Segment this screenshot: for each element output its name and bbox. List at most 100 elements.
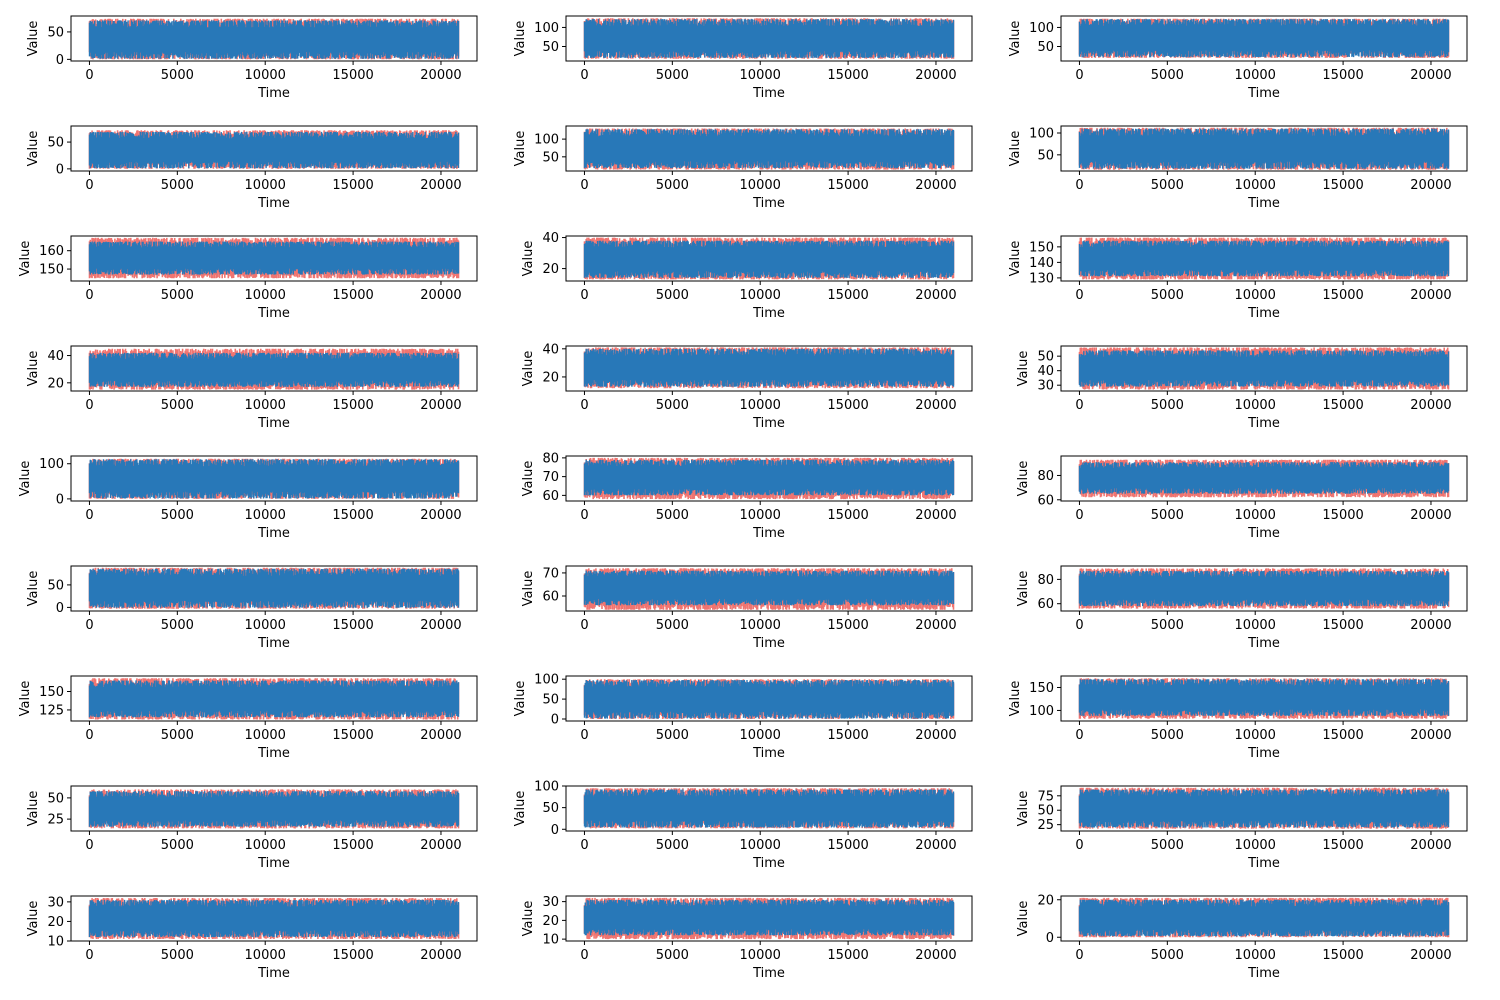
y-tick-label: 25 bbox=[1037, 818, 1054, 833]
x-tick-label: 15000 bbox=[332, 508, 373, 523]
x-tick-label: 5000 bbox=[1151, 288, 1184, 303]
y-axis-label: Value bbox=[521, 901, 536, 937]
x-axis-label: Time bbox=[1247, 306, 1280, 321]
axes-frame bbox=[70, 785, 478, 832]
x-tick-label: 5000 bbox=[1151, 178, 1184, 193]
series-generated-line bbox=[583, 129, 955, 169]
x-axis-label: Time bbox=[752, 86, 785, 101]
x-tick-label: 20000 bbox=[420, 838, 461, 853]
x-tick-label: 10000 bbox=[245, 838, 286, 853]
x-tick-label: 10000 bbox=[1235, 618, 1276, 633]
x-tick-label: 10000 bbox=[1235, 728, 1276, 743]
x-axis-label: Time bbox=[752, 856, 785, 871]
y-axis-label: Value bbox=[521, 461, 536, 497]
subplot-1: 0 5000 10000 15000 20000 0 50 Time Value bbox=[26, 15, 478, 101]
y-tick-label: 0 bbox=[56, 601, 64, 616]
y-tick-label: 20 bbox=[1037, 893, 1054, 908]
y-tick-label: 100 bbox=[1029, 704, 1054, 719]
x-tick-label: 0 bbox=[85, 508, 93, 523]
x-tick-label: 0 bbox=[85, 948, 93, 963]
y-axis-label: Value bbox=[521, 241, 536, 277]
plot-area bbox=[1078, 678, 1450, 719]
axes-frame bbox=[1060, 785, 1468, 832]
x-tick-label: 5000 bbox=[161, 398, 194, 413]
x-axis-label: Time bbox=[1247, 746, 1280, 761]
x-tick-label: 20000 bbox=[1410, 68, 1451, 83]
x-tick-label: 0 bbox=[1075, 618, 1083, 633]
x-tick-label: 15000 bbox=[827, 508, 868, 523]
x-tick-label: 15000 bbox=[332, 68, 373, 83]
plot-area bbox=[88, 567, 460, 609]
x-tick-label: 20000 bbox=[420, 728, 461, 743]
x-tick-label: 15000 bbox=[332, 288, 373, 303]
y-axis-label: Value bbox=[513, 681, 528, 717]
x-tick-label: 15000 bbox=[332, 178, 373, 193]
x-tick-label: 10000 bbox=[245, 948, 286, 963]
x-tick-label: 5000 bbox=[1151, 728, 1184, 743]
x-axis-label: Time bbox=[1247, 86, 1280, 101]
x-tick-label: 20000 bbox=[420, 508, 461, 523]
subplot-15: 0 5000 10000 15000 20000 60 80 Time Value bbox=[1016, 455, 1468, 541]
x-axis-label: Time bbox=[1247, 856, 1280, 871]
x-tick-label: 20000 bbox=[915, 728, 956, 743]
y-axis-label: Value bbox=[18, 241, 33, 277]
x-tick-label: 5000 bbox=[656, 288, 689, 303]
y-axis-label: Value bbox=[26, 791, 41, 827]
x-tick-label: 5000 bbox=[161, 838, 194, 853]
x-tick-label: 0 bbox=[580, 948, 588, 963]
subplot-13: 0 5000 10000 15000 20000 0 100 Time Value bbox=[18, 455, 478, 541]
x-tick-label: 0 bbox=[1075, 728, 1083, 743]
x-axis-label: Time bbox=[752, 196, 785, 211]
x-tick-label: 10000 bbox=[1235, 838, 1276, 853]
subplot-18: 0 5000 10000 15000 20000 60 80 Time Value bbox=[1016, 565, 1468, 651]
x-tick-label: 0 bbox=[580, 508, 588, 523]
x-tick-label: 5000 bbox=[656, 398, 689, 413]
y-tick-label: 75 bbox=[1037, 789, 1054, 804]
x-axis-label: Time bbox=[1247, 416, 1280, 431]
axes-frame bbox=[565, 235, 973, 282]
x-tick-label: 15000 bbox=[827, 398, 868, 413]
y-tick-label: 10 bbox=[47, 935, 64, 950]
y-tick-label: 0 bbox=[1046, 931, 1054, 946]
series-generated-line bbox=[88, 459, 460, 499]
y-tick-label: 70 bbox=[542, 566, 559, 581]
plot-area bbox=[1078, 237, 1450, 280]
plot-area bbox=[583, 128, 955, 170]
plot-area bbox=[88, 237, 460, 279]
y-tick-label: 100 bbox=[534, 780, 559, 795]
subplot-22: 0 5000 10000 15000 20000 25 50 Time Value bbox=[26, 785, 478, 871]
y-tick-label: 0 bbox=[56, 492, 64, 507]
x-tick-label: 5000 bbox=[1151, 68, 1184, 83]
plot-area bbox=[88, 898, 460, 939]
x-tick-label: 5000 bbox=[161, 948, 194, 963]
y-axis-label: Value bbox=[1016, 461, 1031, 497]
x-tick-label: 10000 bbox=[1235, 178, 1276, 193]
plot-area bbox=[1078, 347, 1450, 390]
series-generated-line bbox=[1078, 128, 1450, 169]
x-tick-label: 20000 bbox=[420, 398, 461, 413]
x-tick-label: 0 bbox=[1075, 948, 1083, 963]
plot-area bbox=[583, 897, 955, 940]
x-tick-label: 20000 bbox=[915, 838, 956, 853]
plot-area bbox=[1078, 787, 1450, 829]
y-tick-label: 40 bbox=[542, 342, 559, 357]
plot-area bbox=[583, 347, 955, 389]
y-tick-label: 100 bbox=[534, 21, 559, 36]
x-tick-label: 5000 bbox=[656, 68, 689, 83]
subplot-14: 0 5000 10000 15000 20000 60 70 80 Time Value bbox=[521, 451, 973, 541]
x-tick-label: 15000 bbox=[827, 618, 868, 633]
axes-frame bbox=[1060, 455, 1468, 502]
y-axis-label: Value bbox=[26, 131, 41, 167]
series-generated-line bbox=[88, 791, 460, 827]
x-tick-label: 20000 bbox=[420, 288, 461, 303]
plot-area bbox=[583, 788, 955, 829]
x-axis-label: Time bbox=[1247, 966, 1280, 981]
x-axis-label: Time bbox=[257, 306, 290, 321]
x-tick-label: 5000 bbox=[161, 618, 194, 633]
y-tick-label: 60 bbox=[1037, 597, 1054, 612]
subplot-16: 0 5000 10000 15000 20000 0 50 Time Value bbox=[26, 565, 478, 651]
y-tick-label: 100 bbox=[1029, 126, 1054, 141]
